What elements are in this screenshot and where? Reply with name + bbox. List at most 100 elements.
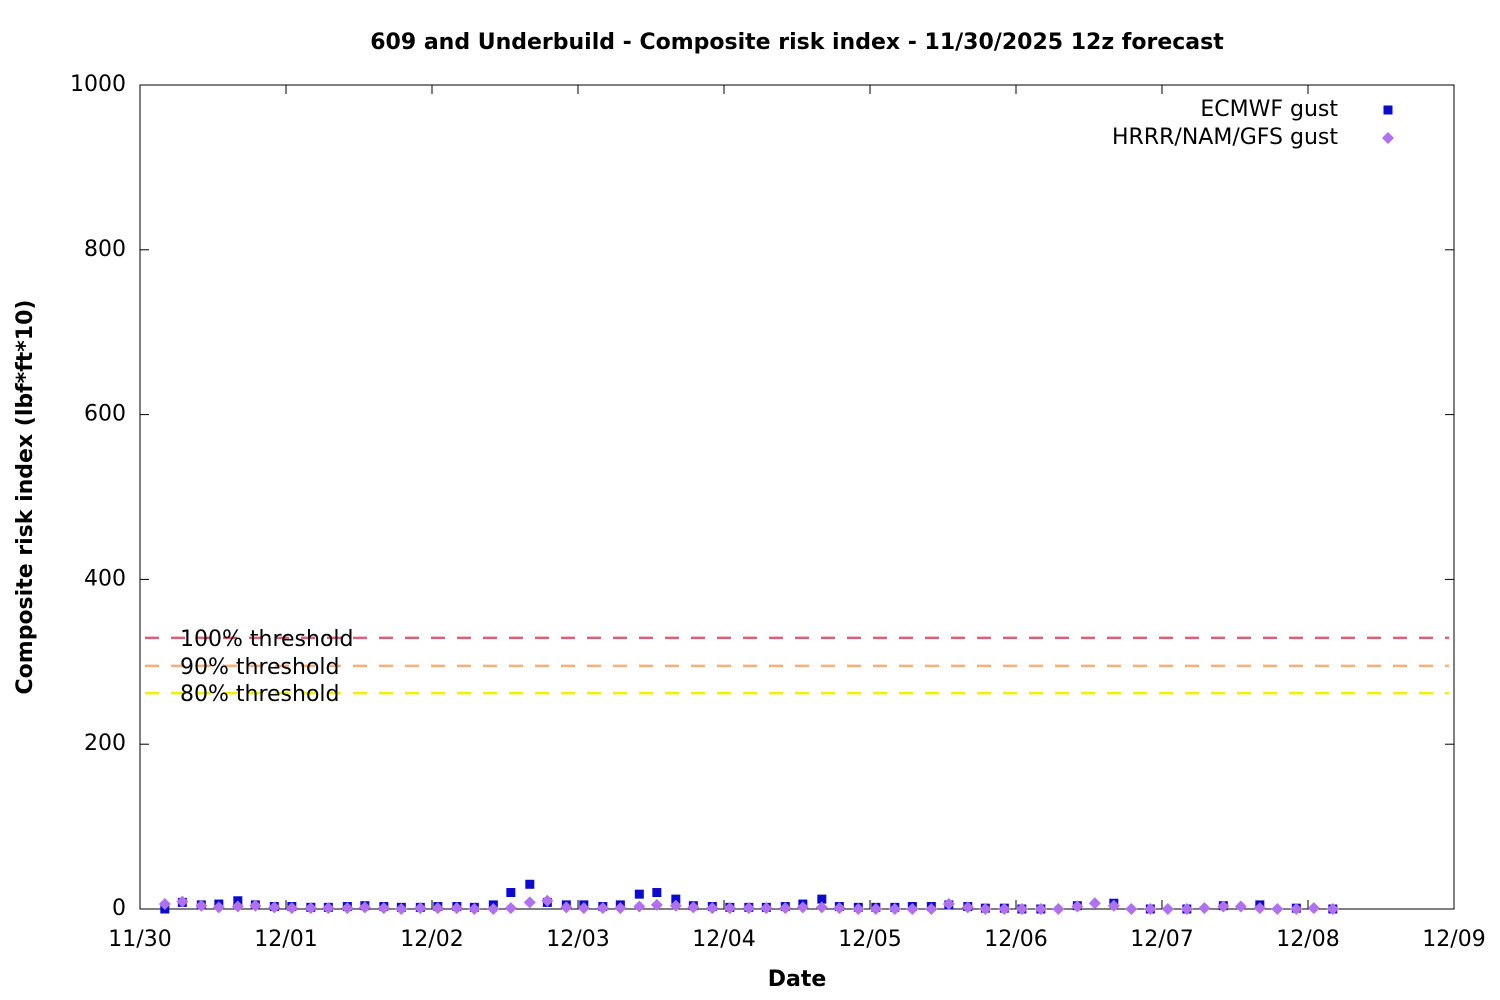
point xyxy=(1107,899,1120,912)
point xyxy=(652,888,662,898)
point xyxy=(195,899,208,912)
legend-label: HRRR/NAM/GFS gust xyxy=(1112,125,1338,150)
point xyxy=(487,903,500,915)
point xyxy=(1088,897,1101,910)
point xyxy=(541,894,554,907)
point xyxy=(706,902,719,915)
point xyxy=(998,903,1011,915)
threshold-label: 90% threshold xyxy=(180,655,340,680)
point xyxy=(268,901,281,914)
point xyxy=(1234,900,1247,913)
point xyxy=(395,903,408,915)
x-tick-label: 12/09 xyxy=(1422,927,1485,952)
x-tick-label: 12/03 xyxy=(546,927,609,952)
x-axis-title: Date xyxy=(768,967,827,992)
point xyxy=(1144,903,1157,915)
point xyxy=(158,898,171,911)
point xyxy=(1253,902,1266,915)
x-tick-label: 12/07 xyxy=(1130,927,1193,952)
legend-label: ECMWF gust xyxy=(1200,97,1338,122)
point xyxy=(687,901,700,914)
point xyxy=(322,902,335,915)
point xyxy=(1034,903,1047,915)
point xyxy=(1071,900,1084,913)
y-tick-label: 800 xyxy=(84,237,126,262)
point xyxy=(614,902,627,915)
point xyxy=(1180,903,1193,915)
point xyxy=(1290,903,1303,915)
legend-marker xyxy=(1383,105,1393,115)
x-tick-label: 12/02 xyxy=(400,927,463,952)
point xyxy=(852,903,865,915)
legend-marker xyxy=(1382,132,1394,144)
point xyxy=(633,900,646,913)
point xyxy=(431,902,444,915)
point xyxy=(525,879,535,889)
point xyxy=(414,902,427,915)
point xyxy=(341,902,354,915)
point xyxy=(1326,903,1339,915)
point xyxy=(249,899,262,912)
point xyxy=(506,888,516,898)
point xyxy=(523,896,536,909)
point xyxy=(650,898,663,911)
y-tick-label: 1000 xyxy=(70,72,126,97)
plot-frame xyxy=(139,84,1455,910)
point xyxy=(925,903,938,915)
point xyxy=(1052,903,1065,915)
threshold-label: 100% threshold xyxy=(180,627,354,652)
point xyxy=(779,902,792,915)
point xyxy=(815,901,828,914)
point xyxy=(869,903,882,915)
x-tick-label: 12/04 xyxy=(692,927,755,952)
point xyxy=(888,903,901,915)
point xyxy=(906,903,919,915)
point xyxy=(796,901,809,914)
point xyxy=(285,902,298,915)
point xyxy=(961,901,974,914)
point xyxy=(742,902,755,915)
point xyxy=(212,901,225,914)
point xyxy=(176,895,189,908)
point xyxy=(1307,902,1320,915)
point xyxy=(231,900,244,913)
point xyxy=(669,899,682,912)
point xyxy=(760,902,773,915)
chart-title: 609 and Underbuild - Composite risk inde… xyxy=(370,30,1224,55)
point xyxy=(671,894,681,904)
point xyxy=(1125,903,1138,915)
point xyxy=(942,898,955,911)
x-tick-label: 11/30 xyxy=(108,927,171,952)
point xyxy=(979,903,992,915)
y-tick-label: 0 xyxy=(112,896,126,921)
x-tick-label: 12/01 xyxy=(254,927,317,952)
point xyxy=(723,902,736,915)
x-tick-label: 12/05 xyxy=(838,927,901,952)
y-tick-label: 200 xyxy=(84,731,126,756)
point xyxy=(833,902,846,915)
y-tick-label: 400 xyxy=(84,566,126,591)
point xyxy=(560,901,573,914)
point xyxy=(1198,902,1211,915)
point xyxy=(358,901,371,914)
x-tick-label: 12/08 xyxy=(1276,927,1339,952)
point xyxy=(450,902,463,915)
point xyxy=(1015,903,1028,915)
point xyxy=(1161,903,1174,915)
point xyxy=(634,889,644,899)
x-tick-label: 12/06 xyxy=(984,927,1047,952)
point xyxy=(504,902,517,915)
point xyxy=(1217,900,1230,913)
point xyxy=(596,902,609,915)
threshold-label: 80% threshold xyxy=(180,682,340,707)
point xyxy=(377,902,390,915)
y-axis-title: Composite risk index (lbf*ft*10) xyxy=(13,300,38,695)
point xyxy=(304,902,317,915)
point xyxy=(577,902,590,915)
y-tick-label: 600 xyxy=(84,402,126,427)
point xyxy=(817,894,827,904)
point xyxy=(468,903,481,915)
point xyxy=(1271,903,1284,915)
